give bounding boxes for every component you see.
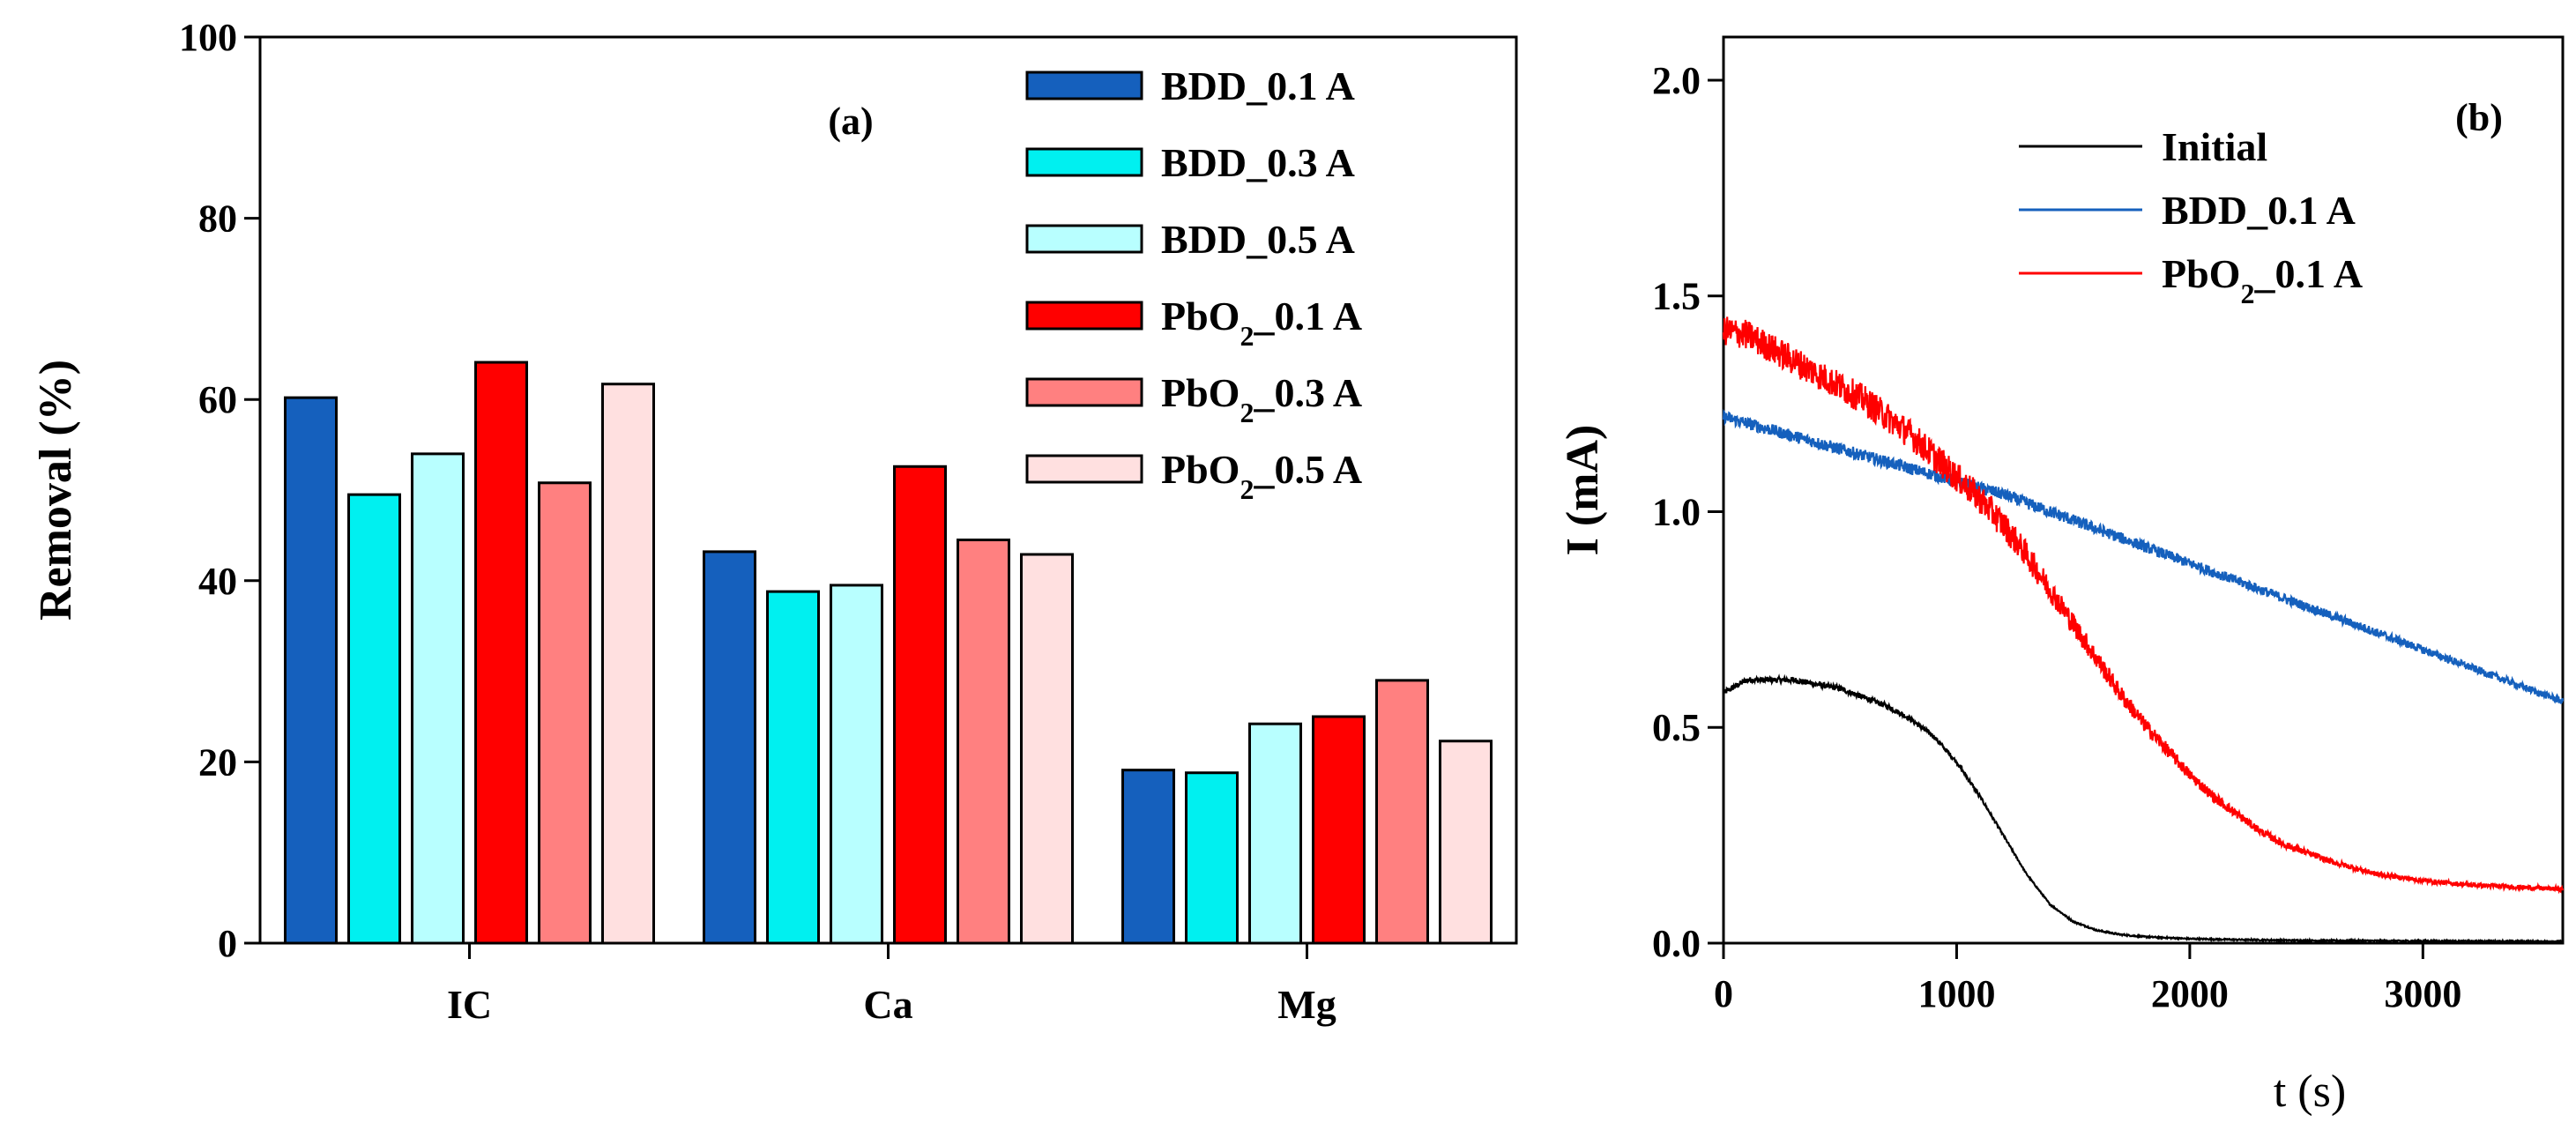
x-tick-label: 0: [1714, 972, 1733, 1015]
y-tick-label: 40: [198, 560, 237, 603]
bar: [703, 550, 756, 945]
line-chart-x-axis: 0 1000 2000 3000: [1714, 943, 2461, 1015]
bar-chart-legend: BDD_0.1 A BDD_0.3 A BDD_0.5 A PbO2_0.1 A PbO…: [1025, 63, 1362, 505]
bar: [474, 361, 528, 945]
bar: [601, 383, 655, 945]
legend-label: BDD_0.5 A: [1161, 217, 1355, 262]
line-chart-panel-label: (b): [2455, 96, 2503, 139]
legend-swatch: [1025, 301, 1143, 331]
bar: [411, 452, 465, 945]
bar: [1375, 679, 1429, 945]
y-tick-label: 1.5: [1652, 275, 1701, 318]
bar-chart-y-axis-label: Removal (%): [31, 360, 81, 621]
legend-swatch: [1025, 224, 1143, 254]
bar: [1312, 715, 1366, 945]
category-label: Mg: [1277, 982, 1336, 1027]
bar: [1020, 553, 1074, 945]
legend-label: BDD_0.1 A: [2162, 188, 2356, 233]
legend-label: PbO2_0.3 A: [1161, 370, 1362, 428]
y-tick-label: 80: [198, 197, 237, 241]
y-tick-label: 0.0: [1652, 922, 1701, 965]
bar: [1185, 771, 1239, 945]
y-tick-label: 1.0: [1652, 490, 1701, 533]
bar: [766, 590, 820, 945]
bar: [1248, 722, 1302, 945]
legend-swatch: [1025, 454, 1143, 484]
line-chart-lines: [1722, 316, 2565, 945]
line-chart-y-axis-label: I (mA): [1558, 425, 1608, 556]
x-tick-label: 1000: [1917, 972, 1995, 1015]
bar: [1121, 769, 1175, 945]
bar-chart-x-axis: IC Ca Mg: [447, 943, 1336, 1027]
legend-label: Initial: [2162, 124, 2267, 169]
legend-swatch: [1025, 377, 1143, 407]
legend-label: PbO2_0.5 A: [1161, 447, 1362, 505]
series-line: [1722, 673, 2564, 945]
bar-chart-y-axis: 0 20 40 60 80 100: [179, 16, 260, 965]
x-tick-label: 3000: [2384, 972, 2461, 1015]
legend-label: BDD_0.3 A: [1161, 140, 1355, 185]
legend-label: BDD_0.1 A: [1161, 63, 1355, 108]
y-tick-label: 0: [218, 922, 237, 965]
bar: [893, 465, 947, 945]
legend-swatch: [1025, 71, 1143, 100]
y-tick-label: 20: [198, 740, 237, 784]
category-label: IC: [447, 982, 492, 1027]
line-chart-plot-area: [1722, 35, 2565, 945]
bar: [957, 539, 1010, 945]
x-tick-label: 2000: [2151, 972, 2229, 1015]
line-chart-y-axis: 0.0 0.5 1.0 1.5 2.0: [1652, 59, 1724, 965]
y-tick-label: 100: [179, 16, 237, 59]
bar: [284, 396, 338, 945]
line-chart-legend: Initial BDD_0.1 A PbO2_0.1 A: [2019, 124, 2363, 309]
bar-chart-bars: [284, 361, 1493, 945]
legend-label: PbO2_0.1 A: [2162, 251, 2363, 309]
bar: [538, 481, 592, 945]
line-chart-x-axis-label: t (s): [2274, 1067, 2346, 1117]
legend-label: PbO2_0.1 A: [1161, 294, 1362, 352]
bar: [830, 584, 883, 945]
series-line: [1722, 408, 2565, 704]
category-label: Ca: [863, 982, 912, 1027]
bar-chart-panel-label: (a): [828, 100, 873, 143]
bar: [1439, 740, 1493, 945]
y-tick-label: 60: [198, 378, 237, 421]
line-chart-panel: 0.0 0.5 1.0 1.5 2.0 0 1000 2000 3000 Initial BDD…: [1558, 35, 2565, 1117]
legend-swatch: [1025, 147, 1143, 177]
y-tick-label: 2.0: [1652, 59, 1701, 102]
bar: [347, 493, 401, 945]
series-line: [1722, 316, 2565, 895]
y-tick-label: 0.5: [1652, 706, 1701, 749]
